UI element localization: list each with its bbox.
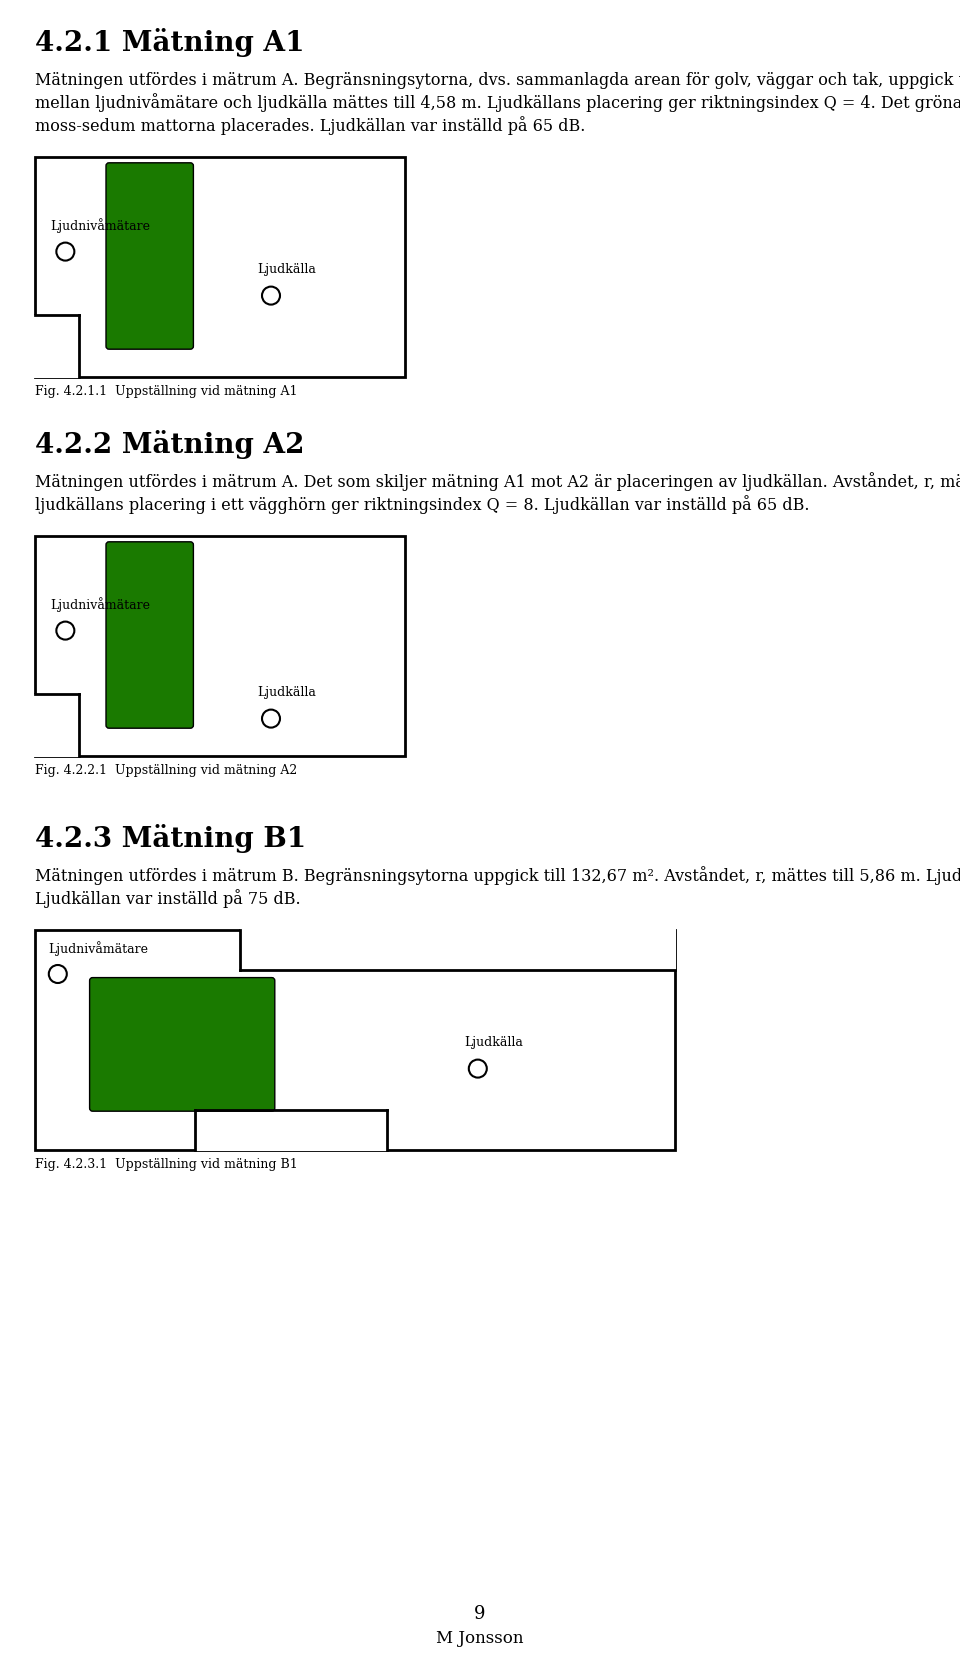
Bar xyxy=(35,158,405,377)
Text: Ljudkälla: Ljudkälla xyxy=(257,685,316,698)
Circle shape xyxy=(57,622,74,640)
Circle shape xyxy=(49,966,67,984)
Text: 4.2.2 Mätning A2: 4.2.2 Mätning A2 xyxy=(35,430,304,460)
Text: Ljudkällan var inställd på 75 dB.: Ljudkällan var inställd på 75 dB. xyxy=(35,889,300,907)
Text: 4.2.1 Mätning A1: 4.2.1 Mätning A1 xyxy=(35,28,304,56)
Text: 4.2.3 Mätning B1: 4.2.3 Mätning B1 xyxy=(35,825,306,853)
Text: Fig. 4.2.2.1  Uppställning vid mätning A2: Fig. 4.2.2.1 Uppställning vid mätning A2 xyxy=(35,765,298,776)
Bar xyxy=(195,1110,387,1151)
Text: M Jonsson: M Jonsson xyxy=(436,1631,524,1647)
Text: mellan ljudnivåmätare och ljudkälla mättes till 4,58 m. Ljudkällans placering ge: mellan ljudnivåmätare och ljudkälla mätt… xyxy=(35,93,960,111)
Text: ljudkällans placering i ett vägghörn ger riktningsindex Q = 8. Ljudkällan var in: ljudkällans placering i ett vägghörn ger… xyxy=(35,494,809,514)
Text: Ljudkälla: Ljudkälla xyxy=(464,1035,522,1048)
Text: Ljudnivåmätare: Ljudnivåmätare xyxy=(48,941,148,956)
Circle shape xyxy=(262,287,280,305)
Text: Mätningen utfördes i mätrum A. Begränsningsytorna, dvs. sammanlagda arean för go: Mätningen utfördes i mätrum A. Begränsni… xyxy=(35,70,960,90)
Text: Fig. 4.2.3.1  Uppställning vid mätning B1: Fig. 4.2.3.1 Uppställning vid mätning B1 xyxy=(35,1158,298,1171)
Text: 9: 9 xyxy=(474,1604,486,1623)
Text: Mätningen utfördes i mätrum B. Begränsningsytorna uppgick till 132,67 m². Avstån: Mätningen utfördes i mätrum B. Begränsni… xyxy=(35,866,960,884)
FancyBboxPatch shape xyxy=(106,163,193,348)
Bar xyxy=(35,536,405,757)
FancyBboxPatch shape xyxy=(89,977,275,1112)
Bar xyxy=(34,315,80,378)
Text: Mätningen utfördes i mätrum A. Det som skiljer mätning A1 mot A2 är placeringen : Mätningen utfördes i mätrum A. Det som s… xyxy=(35,473,960,491)
FancyBboxPatch shape xyxy=(106,542,193,728)
Bar xyxy=(35,931,675,1150)
Text: moss-sedum mattorna placerades. Ljudkällan var inställd på 65 dB.: moss-sedum mattorna placerades. Ljudkäll… xyxy=(35,116,586,134)
Text: Fig. 4.2.1.1  Uppställning vid mätning A1: Fig. 4.2.1.1 Uppställning vid mätning A1 xyxy=(35,385,298,398)
Text: Ljudnivåmätare: Ljudnivåmätare xyxy=(50,597,150,612)
Bar xyxy=(240,929,676,969)
Circle shape xyxy=(262,710,280,728)
Circle shape xyxy=(57,242,74,260)
Circle shape xyxy=(468,1060,487,1078)
Text: Ljudnivåmätare: Ljudnivåmätare xyxy=(50,219,150,234)
Text: Ljudkälla: Ljudkälla xyxy=(257,262,316,275)
Bar xyxy=(34,695,80,757)
